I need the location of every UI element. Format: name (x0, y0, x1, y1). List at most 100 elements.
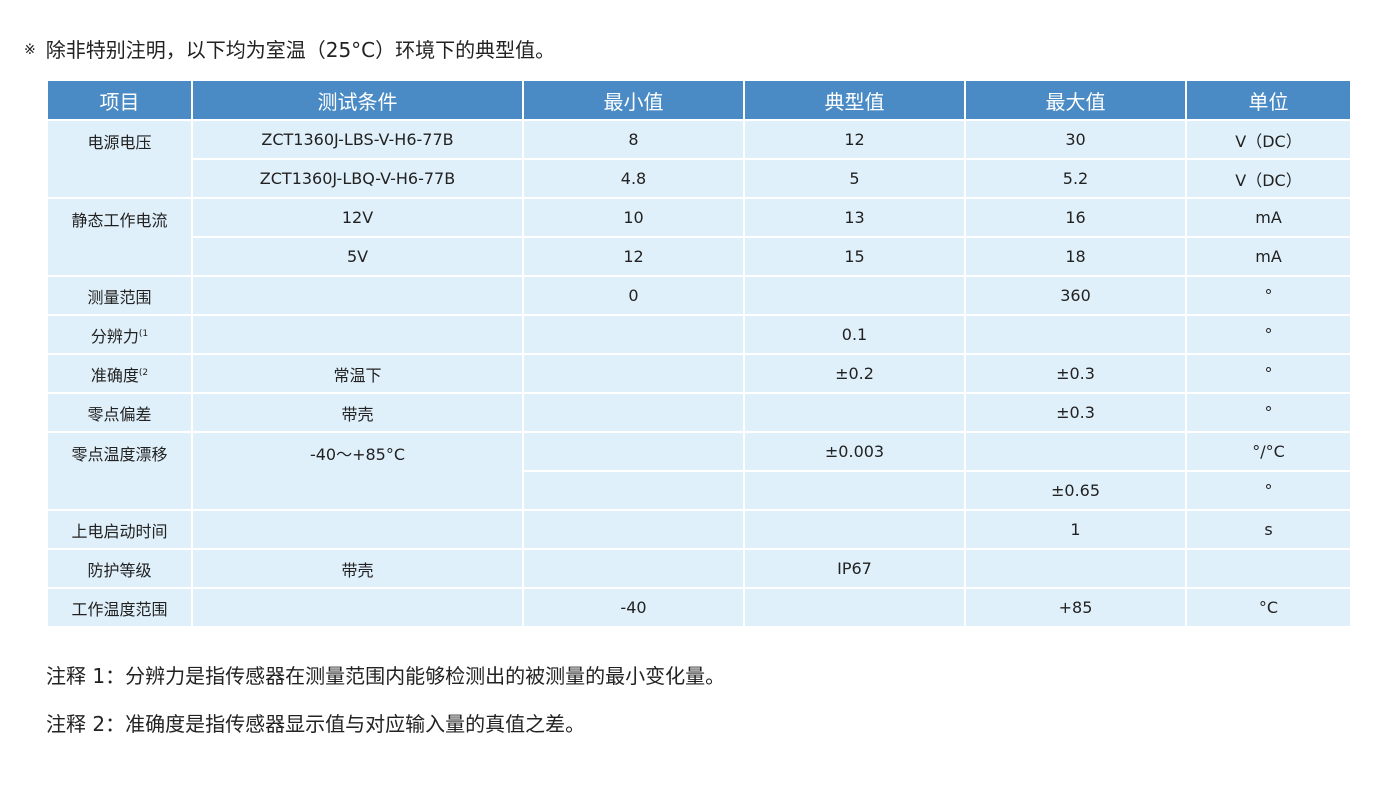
cell-text: 13 (844, 208, 865, 227)
header-unit: 单位 (1185, 79, 1352, 121)
cell-text: 18 (1065, 247, 1086, 266)
table-row: 准确度(2 常温下 ±0.2 ±0.3 ° (46, 353, 1352, 394)
cell-cond (191, 275, 524, 316)
asterisk-icon: ※ (24, 42, 36, 58)
cell-text: 0.1 (841, 325, 868, 344)
cell-text: ° (1264, 325, 1273, 344)
table-row: 工作温度范围 -40 +85 °C (46, 587, 1352, 628)
cell-text: 360 (1060, 286, 1091, 305)
cell-text: 工作温度范围 (71, 599, 168, 619)
table-row: ±0.65 ° (47, 470, 1352, 511)
cell-text: ±0.3 (1056, 364, 1095, 383)
cell-text: ±0.65 (1050, 481, 1101, 500)
cell-text: 测量范围 (87, 287, 152, 307)
table-row: 上电启动时间 1 s (46, 509, 1352, 550)
cell-item: 工作温度范围 (46, 587, 193, 628)
cell-text: V（DC） (1235, 131, 1302, 151)
cell-text: 5.2 (1062, 169, 1089, 188)
header-typ: 典型值 (743, 79, 966, 121)
cell-text: 带壳 (341, 404, 374, 424)
cell-text: 8 (628, 130, 639, 149)
table-header-row: 项目 测试条件 最小值 典型值 最大值 单位 (46, 79, 1352, 121)
cell-text: 准确度 (90, 365, 139, 385)
cell-text: 12V (341, 208, 374, 227)
footnote-ref: (1 (138, 328, 149, 339)
header-item: 项目 (46, 79, 193, 121)
table-row: ZCT1360J-LBQ-V-H6-77B 4.8 5 5.2 V（DC） (47, 158, 1352, 199)
cell-unit: ° (1185, 392, 1352, 433)
cell-text: 5 (849, 169, 860, 188)
table-row: 零点温度漂移 -40～+85°C ±0.003 °/°C (46, 431, 1352, 511)
cell-min (522, 392, 745, 433)
cell-max: 16 (964, 197, 1187, 238)
table-row: 电源电压 ZCT1360J-LBS-V-H6-77B 8 12 30 V（DC） (46, 119, 1352, 199)
cell-text: +85 (1058, 598, 1093, 617)
cell-text: ±0.2 (835, 364, 874, 383)
cell-text: V（DC） (1235, 170, 1302, 190)
cell-typ (743, 509, 966, 550)
cell-min (522, 548, 745, 589)
cell-text: 5V (346, 247, 369, 266)
cell-typ: IP67 (743, 548, 966, 589)
cell-max: 5.2 (964, 158, 1187, 199)
cell-cond (191, 314, 524, 355)
cell-unit: °/°C (1185, 431, 1352, 472)
cell-min: 0 (522, 275, 745, 316)
cell-item: 分辨力(1 (46, 314, 193, 355)
footnote-1: 注释 1：分辨力是指传感器在测量范围内能够检测出的被测量的最小变化量。 (46, 664, 726, 688)
cell-text: 静态工作电流 (71, 211, 168, 230)
general-note-text: 除非特别注明，以下均为室温（25°C）环境下的典型值。 (45, 38, 556, 62)
cell-text: -40 (620, 598, 647, 617)
cell-text: 分辨力 (90, 326, 139, 346)
header-condition: 测试条件 (191, 79, 524, 121)
cell-typ (743, 392, 966, 433)
cell-text: mA (1255, 247, 1282, 266)
cell-unit: V（DC） (1185, 119, 1352, 160)
cell-typ: ±0.003 (743, 431, 966, 472)
cell-item: 上电启动时间 (46, 509, 193, 550)
cell-cond: 12V (191, 197, 524, 238)
cell-cond (191, 509, 524, 550)
cell-unit: ° (1185, 275, 1352, 316)
cell-unit: mA (1185, 236, 1352, 277)
cell-text: 15 (844, 247, 865, 266)
cell-unit: s (1185, 509, 1352, 550)
cell-max: 360 (964, 275, 1187, 316)
cell-cond: 带壳 (191, 548, 524, 589)
cell-max: ±0.65 (964, 470, 1187, 511)
cell-cond: ZCT1360J-LBQ-V-H6-77B (191, 158, 524, 199)
cell-text: ° (1264, 481, 1273, 500)
table-row: 5V 12 15 18 mA (47, 236, 1352, 277)
cell-typ: 5 (743, 158, 966, 199)
cell-item: 电源电压 (46, 119, 193, 199)
cell-text: 1 (1070, 520, 1081, 539)
cell-max: 18 (964, 236, 1187, 277)
cell-text: 12 (623, 247, 644, 266)
cell-cond: ZCT1360J-LBS-V-H6-77B (191, 119, 524, 160)
cell-typ: 15 (743, 236, 966, 277)
cell-min: 4.8 (522, 158, 745, 199)
cell-text: 带壳 (341, 560, 374, 580)
cell-unit: ° (1185, 470, 1352, 511)
cell-cond: 5V (191, 236, 524, 277)
cell-unit: mA (1185, 197, 1352, 238)
cell-cond: 常温下 (191, 353, 524, 394)
cell-typ: 0.1 (743, 314, 966, 355)
cell-min: 8 (522, 119, 745, 160)
general-note: ※ 除非特别注明，以下均为室温（25°C）环境下的典型值。 (24, 34, 555, 63)
cell-item: 零点偏差 (46, 392, 193, 433)
cell-max (964, 431, 1187, 472)
cell-text: ° (1264, 286, 1273, 305)
cell-typ: 12 (743, 119, 966, 160)
cell-min (522, 353, 745, 394)
cell-cond (191, 587, 524, 628)
cell-min: 10 (522, 197, 745, 238)
cell-min (522, 470, 745, 511)
cell-item: 测量范围 (46, 275, 193, 316)
cell-text: 上电启动时间 (71, 521, 168, 541)
cell-text: 4.8 (620, 169, 647, 188)
cell-text: 零点温度漂移 (71, 445, 168, 464)
cell-unit: °C (1185, 587, 1352, 628)
cell-max: ±0.3 (964, 353, 1187, 394)
cell-unit: V（DC） (1185, 158, 1352, 199)
